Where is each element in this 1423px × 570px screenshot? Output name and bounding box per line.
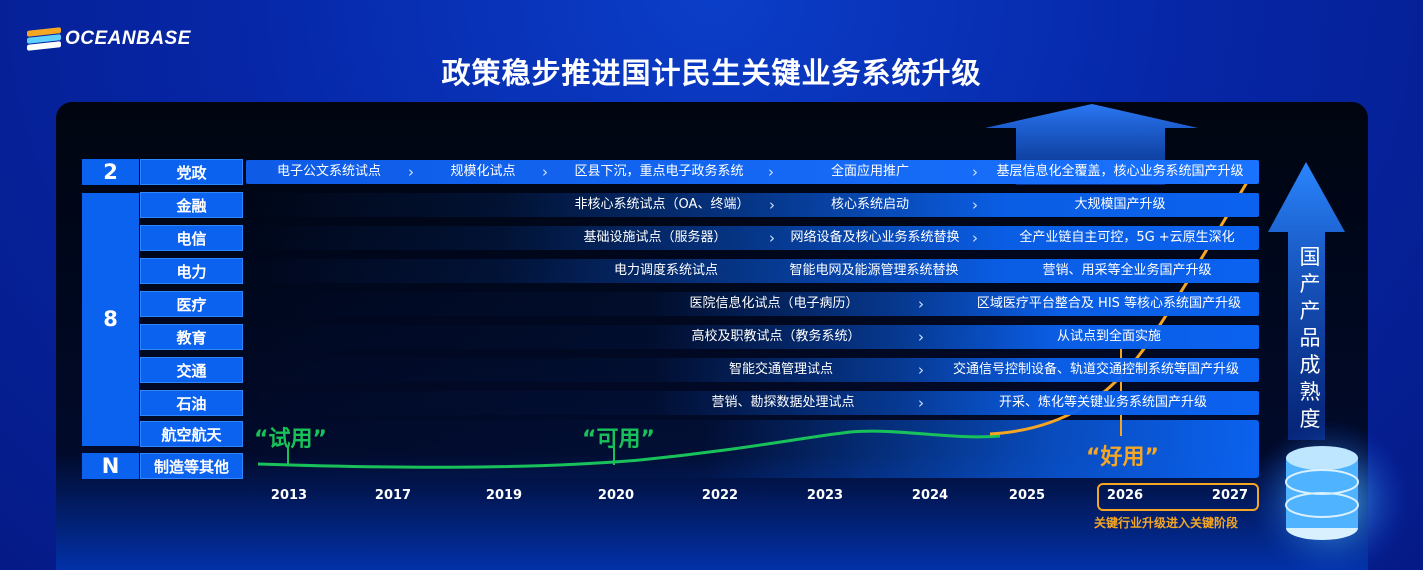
industry-progress-bar [246,325,1259,349]
chevron-right-icon: › [769,229,775,247]
stage-text: 全产业链自主可控，5G +云原生深化 [1019,230,1235,245]
stage-text: 基础设施试点（服务器） [583,230,727,245]
industry-label: 石油 [140,390,243,416]
industry-label: 制造等其他 [140,453,243,479]
chevron-right-icon: › [918,361,924,379]
stage-text: 营销、勘探数据处理试点 [711,395,855,410]
chevron-right-icon: › [918,295,924,313]
year-label: 2019 [485,488,523,503]
industry-progress-bar [246,160,1259,184]
trial-usable-curve [257,429,1001,469]
group-count-n: N [82,453,139,479]
stage-text: 非核心系统试点（OA、终端） [574,197,750,212]
stage-text: 电子公文系统试点 [276,164,382,179]
industry-label: 党政 [140,159,243,185]
maturity-arrow-icon [1268,162,1345,440]
highlight-note: 关键行业升级进入关键阶段 [1094,516,1239,530]
stage-text: 区域医疗平台整合及 HIS 等核心系统国产升级 [976,296,1242,311]
year-label: 2027 [1211,488,1249,503]
chevron-right-icon: › [542,163,548,181]
logo: OCEANBASE [27,27,191,51]
industry-progress-bar [246,292,1259,316]
stage-text: 高校及职教试点（教务系统） [691,329,861,344]
year-label: 2020 [597,488,635,503]
phase-trial: “试用” [254,427,327,452]
group-count-8: 8 [82,193,139,446]
industry-progress-bar [246,226,1259,250]
year-label: 2024 [911,488,949,503]
chevron-right-icon: › [972,163,978,181]
phase-usable: “可用” [582,427,655,452]
chevron-right-icon: › [972,229,978,247]
chevron-right-icon: › [918,328,924,346]
industry-label: 电力 [140,258,243,284]
chevron-right-icon: › [769,196,775,214]
stage-text: 基层信息化全覆盖，核心业务系统国产升级 [996,164,1244,179]
highlight-year-box [1097,483,1259,511]
year-label: 2025 [1008,488,1046,503]
brand-name: OCEANBASE [65,28,191,49]
database-icon [1250,420,1410,570]
stage-text: 全面应用推广 [830,164,910,179]
industry-progress-bar [246,193,1259,217]
chevron-right-icon: › [768,163,774,181]
industry-label: 金融 [140,192,243,218]
year-label: 2017 [374,488,412,503]
industry-label: 教育 [140,324,243,350]
chevron-right-icon: › [918,394,924,412]
group-count-2: 2 [82,159,139,185]
year-label: 2023 [806,488,844,503]
industry-progress-bar [246,259,1259,283]
stage-text: 交通信号控制设备、轨道交通控制系统等国产升级 [952,362,1240,377]
year-label: 2022 [701,488,739,503]
stage-text: 核心系统启动 [830,197,910,212]
stage-text: 开采、炼化等关键业务系统国产升级 [998,395,1208,410]
year-label: 2013 [270,488,308,503]
stage-text: 电力调度系统试点 [613,263,719,278]
page-title: 政策稳步推进国计民生关键业务系统升级 [441,56,982,90]
bottom-band [246,420,1259,478]
phase-good-use: “好用” [1086,445,1159,470]
stage-text: 智能电网及能源管理系统替换 [789,263,959,278]
industry-label: 电信 [140,225,243,251]
year-label: 2026 [1106,488,1144,503]
stage-text: 区县下沉，重点电子政务系统 [574,164,744,179]
stage-text: 智能交通管理试点 [728,362,834,377]
stage-text: 医院信息化试点（电子病历） [689,296,859,311]
stage-text: 从试点到全面实施 [1056,329,1162,344]
stage-text: 规模化试点 [450,164,516,179]
industry-progress-bar [246,358,1259,382]
chevron-right-icon: › [972,196,978,214]
industry-label: 航空航天 [140,421,243,447]
stage-text: 网络设备及核心业务系统替换 [790,230,960,245]
stage-text: 营销、用采等全业务国产升级 [1042,263,1212,278]
chevron-right-icon: › [408,163,414,181]
industry-label: 医疗 [140,291,243,317]
maturity-label: 国产产品成熟度 [1299,245,1321,431]
industry-label: 交通 [140,357,243,383]
stage-text: 大规模国产升级 [1074,197,1166,212]
industry-progress-bar [246,391,1259,415]
